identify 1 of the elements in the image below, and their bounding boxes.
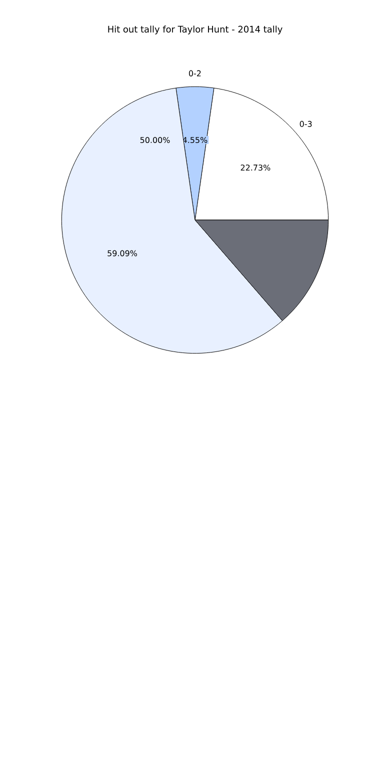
chart-title: Hit out tally for Taylor Hunt - 2014 tally [108, 26, 282, 34]
